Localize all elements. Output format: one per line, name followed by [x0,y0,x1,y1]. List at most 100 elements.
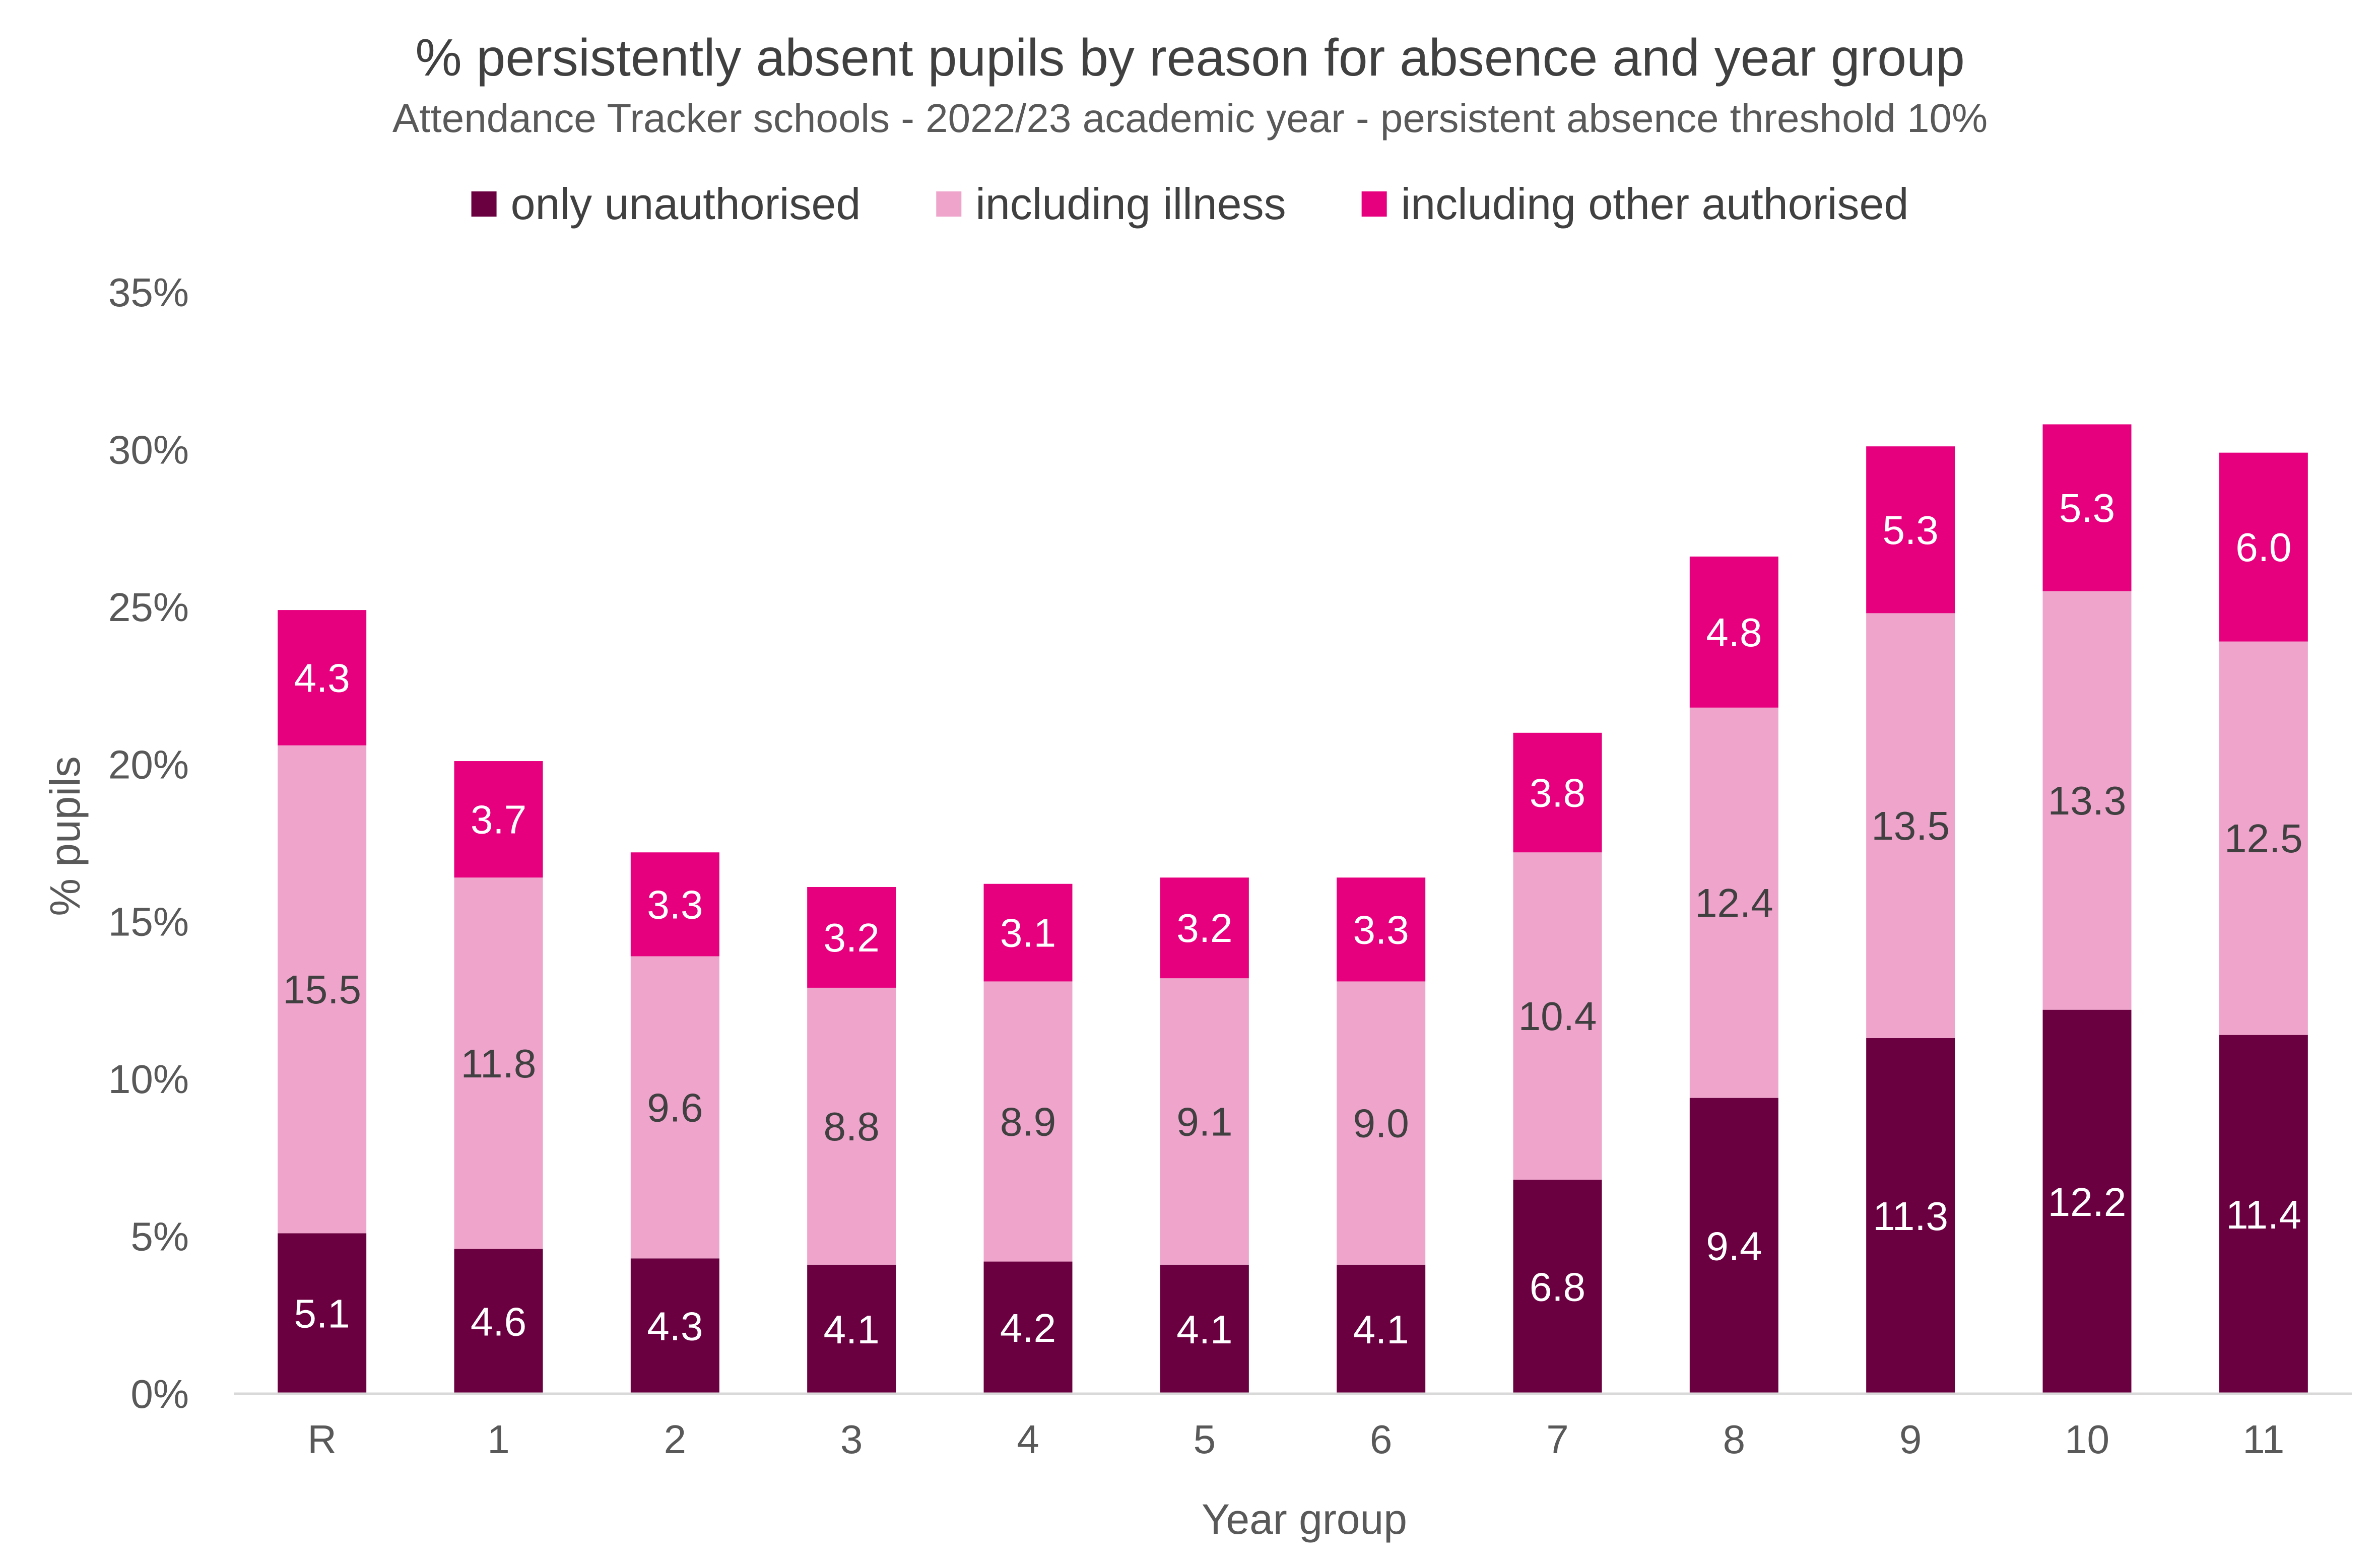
legend-label: including other authorised [1401,179,1909,229]
data-label: 4.3 [294,655,350,700]
data-label: 9.6 [647,1085,703,1130]
bar-segment [1513,732,1602,853]
data-label: 3.3 [1353,907,1409,952]
data-label: 9.1 [1176,1099,1232,1144]
data-label: 9.0 [1353,1101,1409,1146]
bar-segment [630,1258,719,1394]
y-tick-label: 10% [108,1057,189,1102]
data-label: 6.0 [2235,525,2291,570]
bar-segment [2042,591,2132,1010]
bars: 5.1 15.5 4.3 4.6 11.8 3.7 4.3 9.6 3.3 4.1 8.8 3.2 4.… [278,424,2308,1394]
data-label: 8.9 [1000,1099,1056,1144]
data-label: 3.3 [647,882,703,927]
data-label: 13.5 [1871,803,1950,848]
x-tick-label: 2 [664,1417,687,1462]
bar-segment [1337,877,1426,982]
x-tick-label: 11 [2242,1417,2284,1462]
bar-segment [1513,852,1602,1180]
x-tick-label: R [307,1417,337,1462]
y-tick-label: 20% [108,742,189,787]
data-label: 5.3 [2059,486,2115,530]
legend-label: only unauthorised [511,179,861,229]
x-tick-label: 9 [1899,1417,1922,1462]
bar-segment [1160,877,1249,979]
data-label: 3.2 [824,915,880,960]
x-axis: R 1 2 3 4 5 6 7 8 9 10 11 [307,1417,2284,1462]
bar-segment [1689,1098,1778,1394]
legend: only unauthorised including illness includ… [471,179,1909,229]
bar-segment [278,1233,367,1394]
bar-segment [807,987,896,1265]
bar-segment [807,1264,896,1394]
y-tick-label: 5% [130,1214,189,1259]
bar-segment [2219,1035,2308,1394]
bar-segment [1866,1038,1955,1394]
y-tick-label: 15% [108,900,189,944]
bar-segment [1689,707,1778,1098]
bar-segment [807,887,896,988]
x-tick-label: 6 [1370,1417,1393,1462]
data-label: 4.8 [1706,610,1762,655]
legend-item: only unauthorised [471,179,861,229]
bar-segment [454,877,543,1249]
data-label: 5.1 [294,1291,350,1336]
bar-segment [983,1261,1073,1394]
bar-segment [454,1249,543,1394]
x-axis-title: Year group [1202,1495,1407,1543]
data-label: 4.2 [1000,1306,1056,1350]
y-tick-label: 35% [108,270,189,315]
legend-swatch [471,191,497,217]
bar-segment [630,852,719,957]
data-label: 10.4 [1518,994,1597,1039]
y-tick-label: 0% [130,1372,189,1416]
data-label: 3.1 [1000,911,1056,956]
bar-segment [454,761,543,878]
data-label: 4.1 [1353,1307,1409,1352]
bar-segment [2219,452,2308,642]
bar-segment [983,883,1073,982]
legend-item: including other authorised [1361,179,1909,229]
chart-title: % persistently absent pupils by reason f… [415,29,1965,87]
bar-segment [2042,1009,2132,1394]
data-label: 3.7 [471,797,526,842]
bar-segment [1160,1264,1249,1394]
bar-segment [278,745,367,1234]
legend-label: including illness [975,179,1286,229]
bar-segment [1337,1264,1426,1394]
x-tick-label: 1 [487,1417,510,1462]
data-label: 4.6 [471,1299,526,1344]
data-label: 15.5 [283,967,361,1012]
bar-segment [1866,613,1955,1038]
bar-segment [278,610,367,745]
bar-segment [1160,978,1249,1265]
data-label: 3.8 [1530,771,1585,815]
x-tick-label: 4 [1017,1417,1039,1462]
data-label: 8.8 [824,1104,880,1149]
x-tick-label: 10 [2065,1417,2109,1462]
x-tick-label: 5 [1194,1417,1216,1462]
bar-segment [983,981,1073,1262]
bar-segment [1337,981,1426,1265]
bar-segment [1866,446,1955,614]
data-label: 4.1 [824,1307,880,1352]
data-label: 11.3 [1873,1194,1948,1239]
data-label: 3.2 [1176,906,1232,950]
x-tick-label: 3 [840,1417,863,1462]
y-axis: 0% 5% 10% 15% 20% 25% 30% 35% [108,270,189,1416]
x-tick-label: 7 [1546,1417,1569,1462]
chart-subtitle: Attendance Tracker schools - 2022/23 aca… [392,96,1988,141]
x-tick-label: 8 [1723,1417,1746,1462]
legend-swatch [1361,191,1387,217]
bar-segment [2219,641,2308,1035]
bar-segment [630,956,719,1259]
data-label: 12.2 [2048,1180,2127,1224]
data-label: 4.3 [647,1304,703,1349]
data-label: 5.3 [1883,508,1939,553]
data-label: 6.8 [1530,1265,1585,1310]
y-tick-label: 25% [108,585,189,630]
legend-item: including illness [936,179,1286,229]
data-label: 4.1 [1176,1307,1232,1352]
data-label: 12.4 [1695,880,1773,925]
data-label: 11.4 [2226,1192,2301,1237]
